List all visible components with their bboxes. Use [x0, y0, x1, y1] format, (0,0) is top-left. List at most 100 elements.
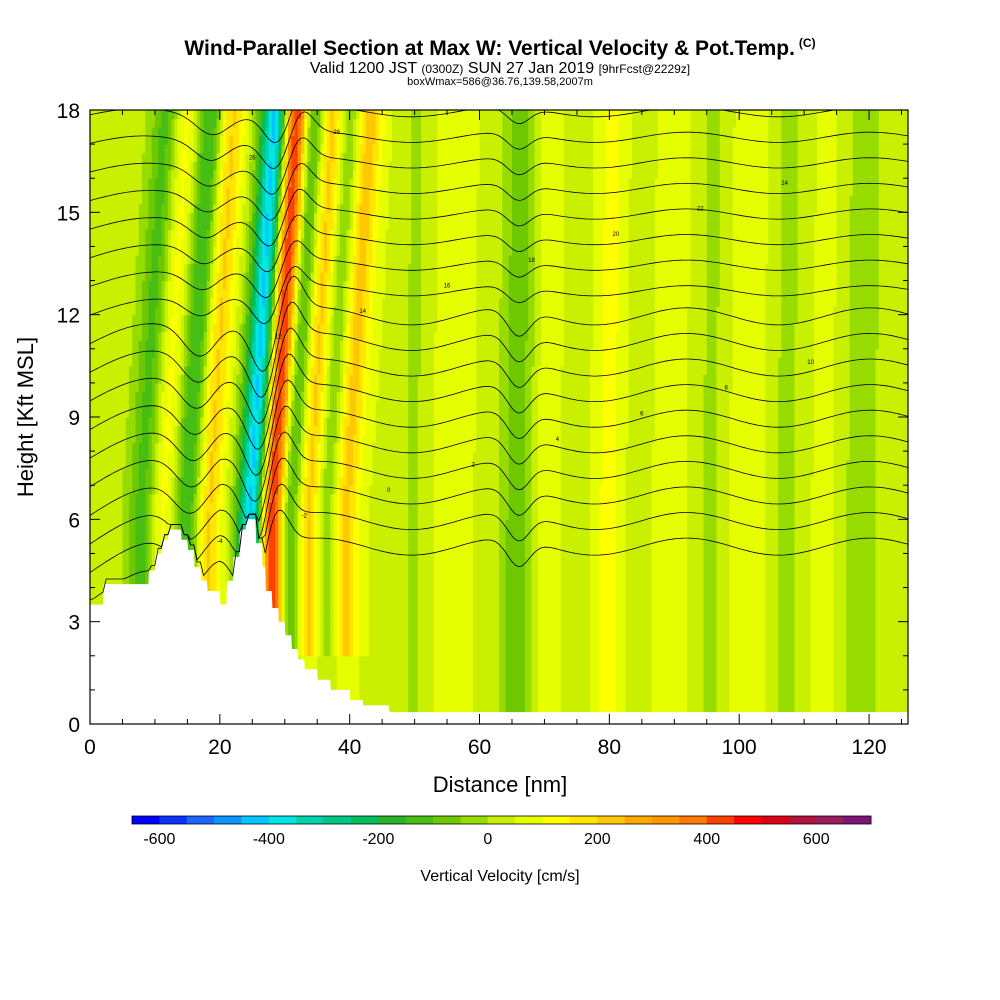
velocity-cell [125, 536, 130, 546]
velocity-cell [255, 476, 260, 486]
velocity-cell [242, 323, 247, 333]
velocity-cell [161, 229, 166, 239]
velocity-cell [141, 408, 146, 418]
velocity-cell [310, 553, 315, 563]
velocity-cell [161, 152, 166, 162]
velocity-cell [99, 110, 104, 120]
velocity-cell [145, 527, 150, 537]
velocity-cell [171, 237, 175, 248]
velocity-cell [109, 425, 114, 435]
velocity-cell [275, 544, 279, 555]
velocity-cell [223, 306, 227, 316]
velocity-cell [154, 323, 159, 333]
velocity-cell [96, 442, 101, 452]
velocity-cell [291, 169, 296, 179]
velocity-cell [288, 553, 292, 563]
velocity-cell [115, 399, 120, 410]
velocity-cell [223, 289, 227, 299]
velocity-cell [288, 169, 292, 179]
velocity-cell [203, 186, 208, 196]
velocity-cell [255, 246, 260, 256]
velocity-cell [167, 357, 172, 367]
velocity-cell [229, 254, 234, 265]
velocity-cell [291, 212, 296, 222]
velocity-cell [206, 272, 211, 282]
velocity-cell [141, 272, 146, 282]
velocity-cell [288, 451, 292, 461]
velocity-cell [307, 135, 312, 145]
velocity-cell [300, 476, 305, 486]
velocity-cell [99, 459, 104, 469]
velocity-cell [232, 212, 237, 222]
velocity-cell [203, 323, 208, 333]
velocity-cell [239, 263, 244, 273]
velocity-cell [154, 246, 159, 256]
velocity-cell [99, 510, 104, 520]
velocity-cell [291, 195, 296, 205]
velocity-cell [96, 272, 101, 282]
velocity-cell [102, 340, 107, 350]
velocity-cell [125, 485, 130, 495]
velocity-cell [213, 220, 218, 230]
velocity-cell [164, 502, 169, 512]
velocity-cell [93, 220, 98, 230]
velocity-cell [138, 417, 143, 427]
velocity-cell [297, 331, 302, 341]
velocity-cell [190, 178, 195, 188]
velocity-cell [206, 127, 211, 137]
velocity-cell [219, 212, 224, 222]
velocity-cell [154, 399, 159, 410]
velocity-cell [239, 510, 244, 520]
velocity-cell [297, 178, 302, 188]
velocity-cell [115, 374, 120, 384]
velocity-cell [271, 212, 276, 222]
velocity-cell [180, 237, 185, 248]
velocity-cell [310, 306, 315, 316]
velocity-cell [226, 178, 231, 188]
velocity-cell [128, 127, 133, 137]
velocity-cell [167, 365, 172, 375]
velocity-cell [138, 519, 143, 529]
velocity-cell [132, 229, 137, 239]
velocity-cell [249, 323, 253, 333]
velocity-cell [278, 374, 283, 384]
velocity-cell [265, 331, 270, 341]
velocity-cell [109, 365, 114, 375]
velocity-cell [297, 382, 302, 393]
velocity-cell [177, 442, 182, 452]
velocity-cell [281, 485, 286, 495]
velocity-cell [190, 399, 195, 410]
velocity-cell [310, 664, 315, 674]
velocity-cell [115, 579, 120, 589]
velocity-cell [164, 348, 169, 358]
velocity-cell [310, 638, 315, 648]
velocity-cell [174, 186, 179, 196]
velocity-cell [232, 536, 237, 546]
velocity-cell [180, 357, 185, 367]
velocity-cell [141, 459, 146, 469]
velocity-cell [229, 212, 234, 222]
velocity-cell [171, 476, 175, 486]
velocity-cell [106, 272, 111, 282]
velocity-cell [115, 220, 120, 230]
velocity-cell [291, 587, 296, 597]
velocity-cell [190, 493, 195, 503]
chart-title: Wind-Parallel Section at Max W: Vertical… [184, 36, 816, 60]
velocity-cell [297, 186, 302, 196]
velocity-cell [141, 451, 146, 461]
velocity-cell [184, 527, 188, 537]
velocity-cell [148, 331, 153, 341]
velocity-cell [148, 212, 153, 222]
velocity-cell [90, 553, 94, 563]
velocity-cell [200, 220, 205, 230]
velocity-cell [242, 280, 247, 290]
velocity-cell [284, 161, 289, 171]
velocity-cell [158, 306, 163, 316]
velocity-cell [106, 229, 111, 239]
velocity-cell [223, 365, 227, 375]
velocity-cell [310, 331, 315, 341]
velocity-cell [141, 110, 146, 120]
velocity-cell [177, 289, 182, 299]
velocity-cell [148, 229, 153, 239]
velocity-cell [200, 195, 205, 205]
